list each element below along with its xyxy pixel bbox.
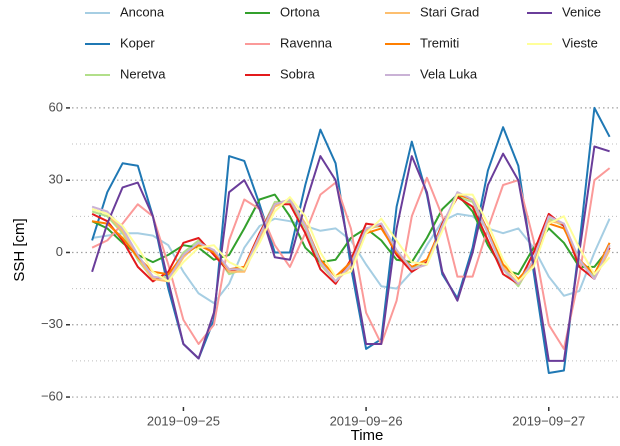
series-line — [91, 145, 610, 362]
legend-label: Ravenna — [280, 35, 333, 50]
legend-label: Vieste — [562, 35, 598, 50]
legend-label: Neretva — [120, 66, 166, 81]
series-line — [91, 193, 611, 276]
x-tick-label: 2019−09−25 — [147, 413, 220, 428]
y-tick-label: −60 — [41, 388, 63, 403]
series-line — [91, 167, 611, 350]
legend-label: Vela Luka — [420, 66, 478, 81]
legend-label: Tremiti — [420, 35, 459, 50]
legend-label: Sobra — [280, 66, 315, 81]
y-axis-title: SSH [cm] — [11, 218, 28, 281]
x-axis-title: Time — [351, 427, 384, 444]
legend-label: Ancona — [120, 4, 165, 19]
y-tick-label: −30 — [41, 316, 63, 331]
y-tick-label: 60 — [49, 99, 63, 114]
x-tick-label: 2019−09−27 — [512, 413, 585, 428]
y-tick-label: 30 — [49, 172, 63, 187]
legend-label: Ortona — [280, 4, 321, 19]
legend-label: Venice — [562, 4, 601, 19]
y-tick-label: 0 — [56, 244, 63, 259]
x-tick-label: 2019−09−26 — [330, 413, 403, 428]
plot-area — [91, 106, 611, 374]
legend-label: Koper — [120, 35, 155, 50]
series-line — [91, 193, 611, 283]
legend-label: Stari Grad — [420, 4, 479, 19]
